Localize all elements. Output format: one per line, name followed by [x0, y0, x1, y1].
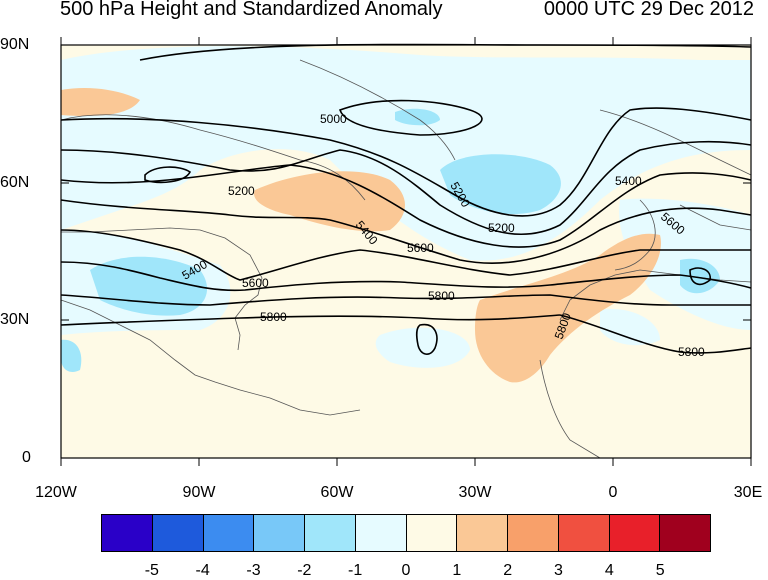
contour-label: 5400 [615, 174, 642, 188]
contour-label: 5200 [488, 221, 515, 235]
lon-label-120w: 120W [35, 484, 77, 501]
colorbar-label: 5 [655, 562, 665, 579]
colorbar-label: -5 [144, 562, 159, 579]
colorbar-label: 1 [452, 562, 462, 579]
colorbar-label: -3 [246, 562, 261, 579]
negative-anomaly-strong [61, 108, 720, 372]
map-timestamp: 0000 UTC 29 Dec 2012 [543, 0, 754, 20]
contour-label: 5200 [228, 184, 255, 198]
height-contours [60, 43, 752, 355]
colorbar-label: -1 [348, 562, 363, 579]
colorbar-cell [254, 515, 305, 551]
positive-anomaly [61, 88, 661, 383]
lon-label-30w: 30W [458, 484, 492, 501]
contour-label: 5800 [678, 345, 705, 359]
colorbar-cell [457, 515, 508, 551]
lon-label-30e: 30E [733, 484, 763, 501]
colorbar-cell [660, 515, 710, 551]
colorbar-cell [609, 515, 661, 551]
contour-label: 5800 [428, 289, 455, 303]
colorbar-label: 0 [401, 562, 411, 579]
contour-label: 5600 [242, 276, 269, 290]
map-frame [60, 44, 752, 459]
colorbar-label: 4 [604, 562, 614, 579]
colorbar-cell [558, 515, 610, 551]
colorbar-label: 3 [554, 562, 563, 579]
lat-label-0: 0 [22, 449, 31, 466]
colorbar-cell [406, 515, 458, 551]
colorbar-label: -4 [195, 562, 210, 579]
lat-label-60n: 60N [0, 174, 30, 191]
contour-label: 5000 [320, 112, 347, 126]
contour-label: 5600 [407, 241, 434, 255]
colorbar-cell [203, 515, 255, 551]
lon-label-60w: 60W [320, 484, 354, 501]
colorbar-label: -2 [297, 562, 312, 579]
lon-label-0: 0 [608, 484, 618, 501]
colorbar-cell [102, 515, 153, 551]
axis-ticks [60, 37, 752, 466]
colorbar-cell [305, 515, 356, 551]
colorbar-cell [355, 515, 407, 551]
colorbar-label: 2 [503, 562, 513, 579]
colorbar-cell [152, 515, 204, 551]
colorbar-cell [508, 515, 559, 551]
map-title: 500 hPa Height and Standardized Anomaly [60, 0, 443, 20]
contour-label: 5800 [260, 310, 287, 324]
anomaly-colorbar [101, 514, 711, 552]
lat-label-90n: 90N [0, 36, 30, 53]
lat-label-30n: 30N [0, 311, 30, 328]
lon-label-90w: 90W [182, 484, 216, 501]
